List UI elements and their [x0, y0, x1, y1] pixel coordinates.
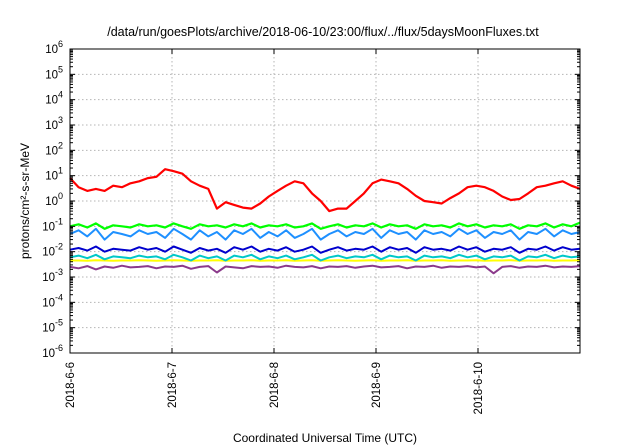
y-tick-label: 105 — [45, 64, 63, 81]
y-tick-label: 104 — [45, 90, 63, 107]
y-tick-label: 101 — [45, 166, 63, 183]
y-tick-label-exponent: -2 — [55, 242, 63, 252]
y-tick-label: 103 — [45, 115, 63, 132]
series-line-1 — [69, 168, 581, 213]
y-tick-label-base: 10 — [45, 145, 58, 157]
x-tick-label: 2018-6-9 — [371, 362, 383, 408]
grid — [70, 49, 580, 353]
y-tick-label-base: 10 — [45, 171, 58, 183]
y-tick-label-base: 10 — [45, 44, 58, 56]
series-line-3 — [69, 227, 581, 241]
y-tick-label: 10-6 — [42, 343, 63, 360]
series-line-5 — [69, 253, 581, 262]
y-tick-label-exponent: -6 — [55, 343, 63, 353]
x-axis: 2018-6-6 2018-6-7 2018-6-8 2018-6-9 2018-6-1… — [65, 49, 485, 414]
y-axis: 10-610-510-410-310-210-11001011021031041… — [42, 39, 580, 360]
chart-title: /data/run/goesPlots/archive/2018-06-10/2… — [107, 25, 539, 39]
y-tick-label-exponent: -5 — [55, 318, 63, 328]
y-tick-label-exponent: 4 — [58, 90, 63, 100]
series-line-6 — [70, 259, 581, 262]
y-tick-label-exponent: -1 — [55, 216, 63, 226]
y-tick-label: 10-3 — [42, 267, 63, 284]
series-lines — [69, 168, 581, 275]
x-tick-label: 2018-6-8 — [269, 362, 281, 408]
y-tick-label-base: 10 — [42, 348, 55, 360]
x-tick-label: 2018-6-6 — [65, 362, 77, 408]
y-tick-label: 10-2 — [42, 242, 63, 259]
y-axis-label: protons/cm²-s-sr-MeV — [18, 143, 32, 259]
x-axis-label: Coordinated Universal Time (UTC) — [233, 431, 417, 445]
y-tick-label-exponent: 6 — [58, 39, 63, 49]
y-tick-label-exponent: 5 — [58, 64, 63, 74]
y-tick-label-base: 10 — [45, 196, 58, 208]
series-line-2 — [69, 221, 581, 230]
x-tick-label: 2018-6-7 — [167, 362, 179, 408]
y-tick-label-base: 10 — [45, 95, 58, 107]
series-line-7 — [69, 264, 581, 275]
y-tick-label-exponent: 3 — [58, 115, 63, 125]
y-tick-label-exponent: 0 — [58, 191, 63, 201]
y-tick-label-base: 10 — [42, 323, 55, 335]
y-tick-label-base: 10 — [45, 120, 58, 132]
y-tick-label: 106 — [45, 39, 63, 56]
y-tick-label-base: 10 — [42, 221, 55, 233]
y-tick-label-exponent: -3 — [55, 267, 63, 277]
y-tick-label: 10-5 — [42, 318, 63, 335]
y-tick-label-exponent: 1 — [58, 166, 63, 176]
y-tick-label-base: 10 — [42, 297, 55, 309]
y-tick-label: 100 — [45, 191, 63, 208]
y-tick-label-exponent: 2 — [58, 140, 63, 150]
y-tick-label-exponent: -4 — [55, 292, 63, 302]
y-tick-label: 10-4 — [42, 292, 63, 309]
y-tick-label-base: 10 — [42, 272, 55, 284]
y-tick-label-base: 10 — [42, 247, 55, 259]
series-line-4 — [69, 245, 581, 254]
x-tick-label: 2018-6-10 — [473, 362, 485, 414]
y-tick-label-base: 10 — [45, 69, 58, 81]
y-tick-label: 10-1 — [42, 216, 63, 233]
y-tick-label: 102 — [45, 140, 63, 157]
